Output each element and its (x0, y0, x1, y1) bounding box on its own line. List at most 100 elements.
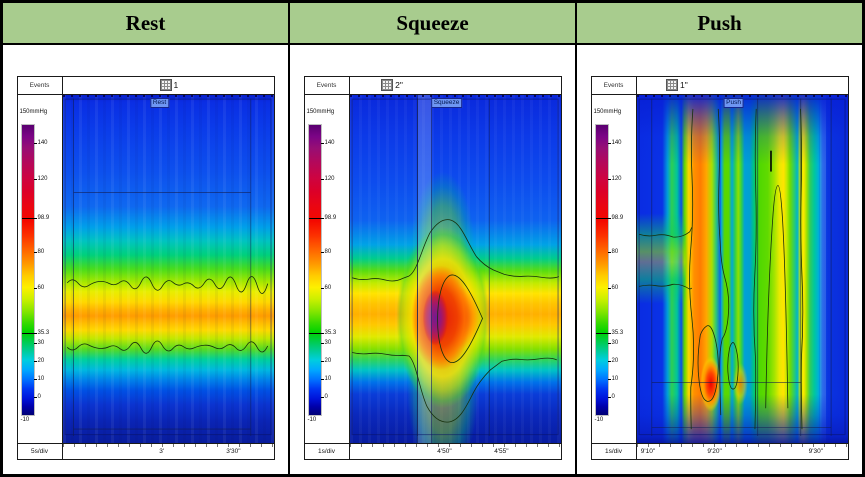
contour-overlay (63, 95, 274, 443)
scale-tick-label: 0 (324, 393, 328, 400)
table-header-row: Rest Squeeze Push (3, 3, 862, 45)
time-tick-label: 3'30" (226, 448, 241, 455)
scale-tick-label: 120 (37, 176, 48, 183)
scale-tick (607, 378, 611, 380)
colorbar-ticks: 140 120 98.9 80 60 35.3 30 20 10 0 -10 (595, 125, 624, 423)
time-tick-label: 9'10" (640, 448, 656, 455)
events-track[interactable]: 1" (637, 77, 848, 94)
scale-tick (607, 288, 611, 290)
scale-tick (33, 342, 37, 344)
scale-tick-label: 98.9 (37, 214, 50, 221)
time-axis: 5s/div 3' 3'30" (17, 443, 274, 459)
scale-tick (33, 396, 37, 398)
scale-tick-label: 120 (324, 176, 335, 183)
header-cell-push: Push (577, 3, 862, 43)
scale-tick-label: 35.3 (611, 329, 624, 336)
scale-tick (33, 251, 37, 253)
scale-tick-label: -10 (594, 417, 604, 423)
scale-tick-label: 30 (324, 339, 332, 346)
scale-tick-label: 10 (611, 375, 619, 382)
scale-tick-label: 120 (611, 176, 622, 183)
time-tick-label: 3' (159, 448, 165, 455)
scale-tick (21, 332, 37, 334)
scale-tick (607, 143, 611, 145)
time-scale-label: 1s/div (305, 444, 350, 459)
scale-tick (607, 251, 611, 253)
plot-phase-tag: Rest (149, 98, 170, 108)
squeeze-pressure-blob (349, 95, 561, 443)
scale-tick-label: 20 (37, 357, 45, 364)
scale-tick (33, 179, 37, 181)
scale-tick (320, 396, 324, 398)
colorbar-gradient (20, 124, 35, 416)
scale-tick-label: 30 (37, 339, 45, 346)
scale-tick (320, 143, 324, 145)
scale-tick (308, 332, 324, 334)
manometry-panel-push: Events 1" 150mmHg 140 120 98.9 80 60 35.3 30 20… (590, 76, 849, 460)
time-scale-label: 1s/div (592, 444, 637, 459)
header-cell-rest: Rest (3, 3, 290, 43)
time-tick-label: 4'55" (494, 448, 509, 455)
scale-tick-label: 10 (37, 375, 45, 382)
colorbar-gradient (594, 124, 609, 416)
events-bar: Events 1 (17, 77, 274, 95)
scale-tick-label: 10 (324, 375, 332, 382)
scale-tick (33, 143, 37, 145)
event-marker-icon (666, 79, 679, 91)
manometry-panel-squeeze: Events 2" 150mmHg 140 120 98.9 80 60 35.3 30 20… (303, 76, 562, 460)
events-label: Events (592, 77, 637, 94)
event-marker[interactable]: 1 (159, 79, 179, 91)
event-marker-icon (381, 79, 394, 91)
scale-tick (607, 342, 611, 344)
time-axis-track: 4'50" 4'55" (349, 444, 561, 459)
scale-tick-label: 60 (324, 285, 332, 292)
scale-tick (308, 217, 324, 219)
time-axis: 1s/div 4'50" 4'55" (304, 443, 561, 459)
plot-phase-tag: Squeeze (430, 98, 463, 108)
scale-tick-label: 60 (37, 285, 45, 292)
scale-tick-label: 35.3 (324, 329, 337, 336)
colorbar-ticks: 140 120 98.9 80 60 35.3 30 20 10 0 -10 (308, 125, 337, 423)
colorbar-ticks: 140 120 98.9 80 60 35.3 30 20 10 0 -10 (21, 125, 50, 423)
time-scale-label: 5s/div (18, 444, 63, 459)
time-axis-track: 3' 3'30" (62, 444, 274, 459)
scale-tick (595, 332, 611, 334)
scale-tick-label: 140 (37, 140, 48, 147)
events-bar: Events 2" (304, 77, 561, 95)
scale-tick-label: 0 (37, 393, 41, 400)
header-cell-squeeze: Squeeze (290, 3, 577, 43)
scale-tick-label: 60 (611, 285, 619, 292)
scale-tick-label: -10 (307, 417, 317, 423)
pressure-topography-plot-push[interactable]: Push (636, 95, 848, 443)
pressure-topography-plot-rest[interactable]: Rest (62, 95, 274, 443)
events-bar: Events 1" (591, 77, 848, 95)
scale-tick-label: 140 (611, 140, 622, 147)
time-axis-track: 9'10" 9'20" 9'30" (636, 444, 848, 459)
events-track[interactable]: 1 (63, 77, 274, 94)
scale-tick (320, 342, 324, 344)
contour-overlay (350, 95, 561, 443)
event-marker-text: 1" (680, 80, 688, 90)
pressure-topography-plot-squeeze[interactable]: Squeeze (349, 95, 561, 443)
scale-tick-label: 20 (324, 357, 332, 364)
scale-tick (607, 179, 611, 181)
scale-tick (320, 360, 324, 362)
scale-max-label: 150mmHg (306, 109, 335, 115)
scale-tick (320, 288, 324, 290)
scale-max-label: 150mmHg (593, 109, 622, 115)
scale-tick (21, 217, 37, 219)
event-marker[interactable]: 1" (666, 79, 688, 91)
colorbar-gradient (307, 124, 322, 416)
scale-tick (33, 360, 37, 362)
scale-tick-label: 98.9 (324, 214, 337, 221)
events-track[interactable]: 2" (350, 77, 561, 94)
pressure-color-scale: 150mmHg 140 120 98.9 80 60 35.3 30 20 10 0 -10 (304, 95, 350, 443)
scale-tick (33, 288, 37, 290)
scale-tick-label: -10 (20, 417, 30, 423)
event-marker[interactable]: 2" (381, 79, 403, 91)
event-marker-text: 1 (173, 80, 179, 90)
scale-tick-label: 98.9 (611, 214, 624, 221)
time-tick-label: 9'20" (707, 448, 722, 455)
scale-tick-label: 30 (611, 339, 619, 346)
